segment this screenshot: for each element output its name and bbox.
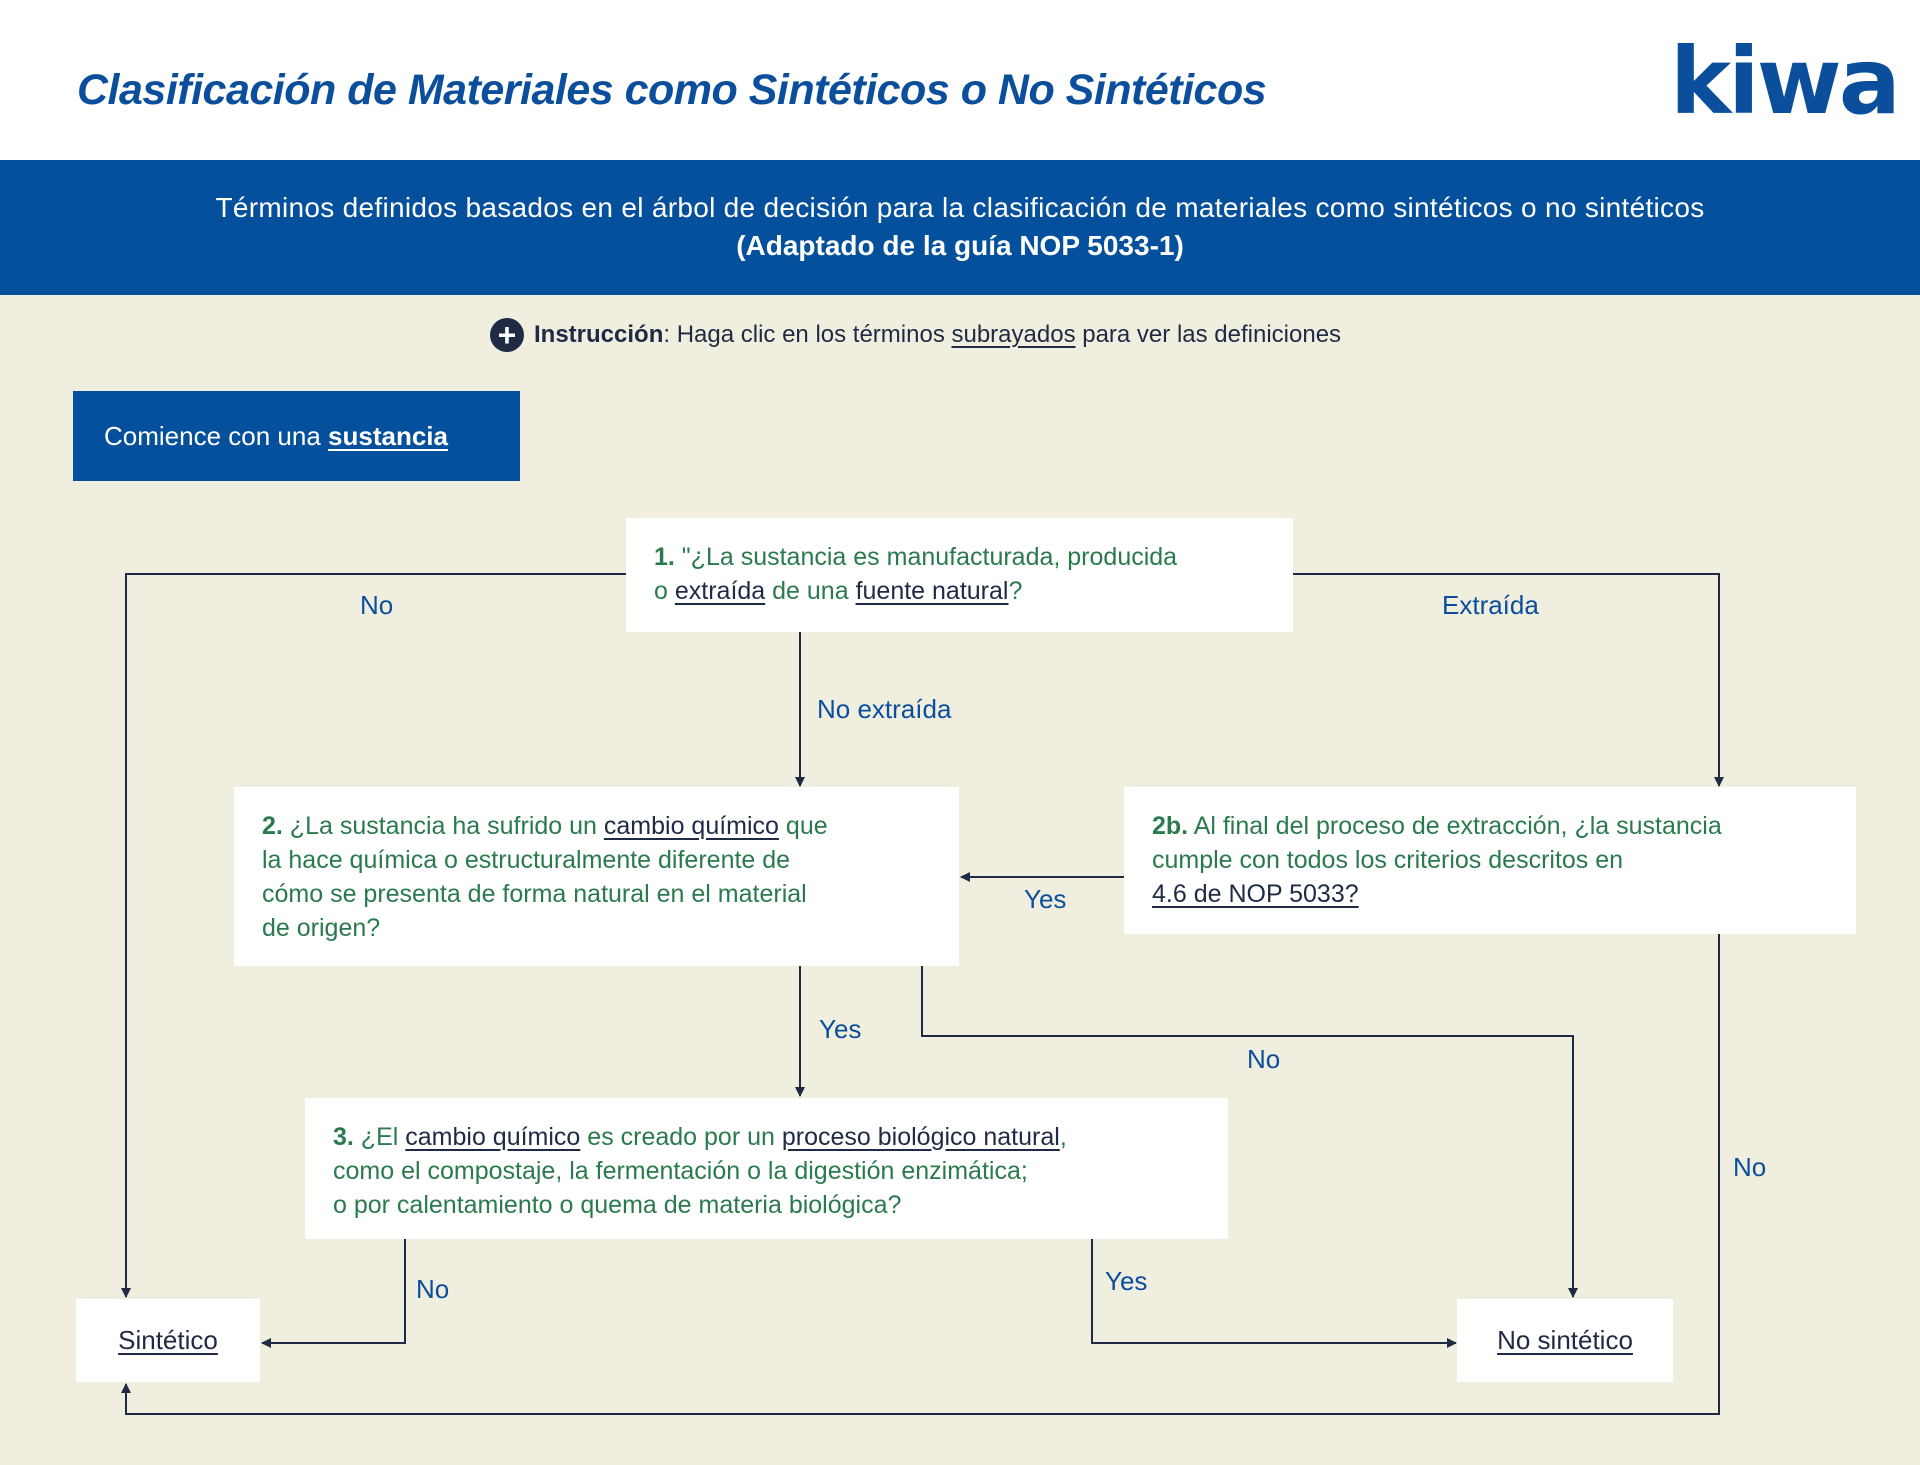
edge-q2-no (921, 966, 1578, 1298)
question-text: es creado por un (580, 1123, 782, 1151)
instruction: + Instrucción: Haga clic en los términos… (490, 318, 1341, 352)
edge-q3-no (261, 1239, 406, 1348)
subtitle-banner: Términos definidos basados en el árbol d… (0, 160, 1920, 295)
banner-line1: Términos definidos basados en el árbol d… (215, 192, 1705, 223)
edge-label-q3-no: No (416, 1274, 450, 1304)
term-link-no-sintetico[interactable]: No sintético (1497, 1325, 1633, 1355)
question-text: , como el compostaje, la fermentación o … (333, 1123, 1067, 1219)
term-link[interactable]: extraída (674, 577, 766, 605)
edge-label-q1-no: No (360, 590, 394, 620)
edge-label-q2-yes: Yes (819, 1014, 862, 1044)
question-2b-box: 2b. Al final del proceso de extracción, … (1124, 787, 1856, 934)
instruction-bold: Instrucción (534, 321, 664, 348)
outcome-synthetic: Sintético (76, 1299, 260, 1382)
outcome-nonsynthetic: No sintético (1457, 1299, 1673, 1382)
question-2-box: 2. ¿La sustancia ha sufrido un cambio qu… (234, 787, 959, 966)
term-link-sintetico[interactable]: Sintético (118, 1325, 218, 1355)
edge-label-q1-extracted: Extraída (1442, 590, 1539, 620)
question-number: 2. (262, 812, 283, 840)
edge-q2b-no (121, 934, 1720, 1415)
edge-q1-extracted (1293, 573, 1724, 787)
term-link[interactable]: fuente natural (855, 577, 1009, 605)
banner-line2: (Adaptado de la guía NOP 5033-1) (736, 230, 1184, 261)
term-link[interactable]: 4.6 de NOP 5033? (1152, 880, 1359, 908)
question-text: ¿La sustancia ha sufrido un (282, 812, 604, 840)
question-text: de una (765, 577, 856, 605)
term-link[interactable]: proceso biológico natural (781, 1123, 1060, 1151)
question-number: 1. (654, 543, 675, 571)
question-text: "¿La sustancia es manufacturada, produci… (654, 543, 1178, 605)
plus-circle-icon: + (490, 318, 524, 352)
edge-label-q1-not-extracted: No extraída (817, 694, 952, 724)
question-number: 3. (333, 1123, 354, 1151)
page-title: Clasificación de Materiales como Sintéti… (77, 66, 1267, 114)
edge-label-q2b-yes: Yes (1024, 884, 1067, 914)
edge-q3-yes (1091, 1239, 1457, 1348)
edge-label-q2-no: No (1247, 1044, 1281, 1074)
start-box: Comience con una sustancia (73, 391, 520, 481)
kiwa-logo: kiwa (1670, 28, 1901, 135)
term-link[interactable]: cambio químico (405, 1123, 581, 1151)
underlined-example: subrayados (951, 321, 1076, 348)
term-link[interactable]: cambio químico (603, 812, 779, 840)
question-number: 2b. (1152, 812, 1189, 840)
question-1-box: 1. "¿La sustancia es manufacturada, prod… (626, 518, 1293, 632)
question-text: Al final del proceso de extracción, ¿la … (1152, 812, 1722, 874)
question-text: ? (1008, 577, 1023, 605)
question-text: ¿El (353, 1123, 406, 1151)
question-text: que la hace química o estructuralmente d… (262, 812, 828, 942)
question-3-box: 3. ¿El cambio químico es creado por un p… (305, 1098, 1228, 1239)
term-link-sustancia[interactable]: sustancia (328, 421, 448, 451)
edge-q1-no (121, 573, 626, 1298)
edge-label-q2b-no: No (1733, 1152, 1767, 1182)
header: Clasificación de Materiales como Sintéti… (0, 0, 1920, 160)
edge-label-q3-yes: Yes (1105, 1266, 1148, 1296)
